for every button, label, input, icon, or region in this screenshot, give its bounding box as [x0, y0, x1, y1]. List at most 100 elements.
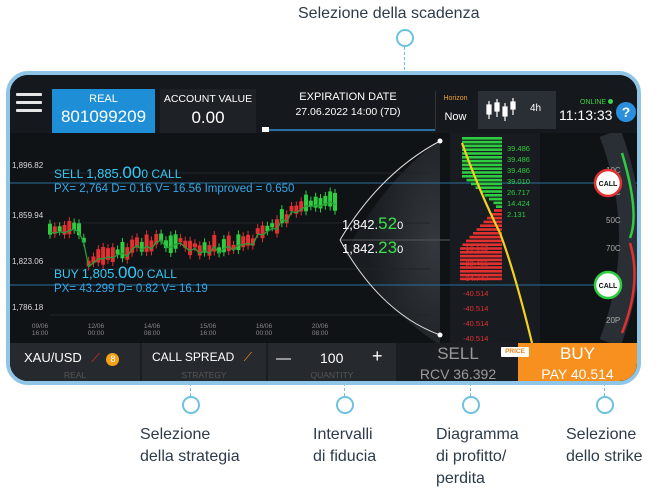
candle-body [265, 225, 270, 232]
candle-body [154, 234, 159, 245]
profit-value: 2.131 [507, 210, 526, 219]
strategy-curve-icon: ⟋ [243, 350, 253, 364]
sell-button[interactable]: SELL RCV 36.392 [398, 343, 518, 381]
expiration-slider-track[interactable] [266, 129, 436, 131]
pnl-bar [460, 251, 502, 254]
pnl-bar [462, 144, 502, 148]
strike-wheel-lower-arc [620, 242, 636, 334]
profit-value: 26.717 [507, 188, 530, 197]
y-axis-label: 1,786.18 [12, 303, 44, 312]
annotation-marker-diagram [462, 396, 480, 414]
candle-body [202, 242, 207, 253]
sell-greeks: PX= 2,764 D= 0.16 V= 16.56 Improved = 0.… [54, 183, 295, 195]
pnl-bar [487, 216, 502, 220]
profit-value: 39.486 [507, 155, 530, 164]
buy-label: BUY [560, 344, 595, 363]
account-value-box: ACCOUNT VALUE 0.00 [160, 89, 256, 133]
pnl-bar [476, 228, 502, 231]
loss-value: -22.455 [463, 259, 488, 268]
candle-body [125, 247, 130, 260]
pnl-bar [462, 152, 502, 155]
pnl-bar [462, 159, 502, 163]
menu-icon[interactable] [16, 93, 42, 113]
confidence-lower-curve [339, 239, 441, 336]
candle-body [67, 221, 72, 235]
quantity-value[interactable]: 100 [320, 350, 344, 366]
candle-body [57, 226, 62, 232]
annotation-profit-loss-diagram: Diagramma di profitto/perdita [436, 426, 519, 487]
pnl-bar [462, 156, 502, 159]
x-axis-label: 12/06 00:00 [87, 323, 105, 337]
horizon-selector[interactable]: Horizon Now [435, 91, 475, 131]
candle-body [318, 198, 323, 209]
annotation-leader-confidence [344, 378, 345, 396]
chart-type-button[interactable]: 4h [478, 91, 556, 129]
pnl-bar [460, 262, 502, 265]
timeframe-label: 4h [530, 103, 542, 114]
candle-body [217, 247, 222, 254]
pnl-bar [469, 235, 502, 239]
pnl-bar [473, 232, 502, 235]
loss-value: -10.162 [463, 244, 488, 253]
profit-value: 39.010 [507, 177, 530, 186]
lower-quote: 1,842.230 [342, 238, 404, 257]
help-icon[interactable]: ? [616, 102, 636, 122]
account-selector[interactable]: REAL 801099209 [52, 89, 155, 133]
loss-value: -40.514 [463, 319, 488, 328]
pnl-bar [460, 273, 502, 277]
quantity-stepper[interactable]: — 100 + QUANTITY [268, 343, 396, 381]
buy-button[interactable]: BUY PAY 40.514 [518, 343, 637, 381]
strike-label: 70C [606, 244, 621, 253]
candle-body [76, 223, 81, 236]
quantity-plus-button[interactable]: + [372, 346, 383, 366]
strike-label: 20P [606, 316, 620, 325]
pnl-bar [462, 167, 502, 170]
x-axis-label: 09/06 16:00 [31, 323, 49, 337]
pnl-bar [460, 266, 502, 269]
account-value: 0.00 [191, 108, 225, 127]
buy-strike-label[interactable]: BUY 1,805.000 CALL [54, 263, 177, 282]
account-number: 801099209 [60, 107, 147, 126]
x-axis-label: 15/06 16:00 [199, 323, 217, 337]
candle-body [226, 235, 231, 252]
price-chart[interactable]: 39.486 39.486 39.486 39.010 26.717 14.424 2.13… [10, 133, 637, 343]
annotation-marker-strike [596, 396, 614, 414]
candle-body [304, 194, 309, 212]
candle-body [144, 234, 149, 252]
pnl-bar [462, 243, 502, 246]
loss-value: -40.514 [463, 289, 488, 298]
candle-body [120, 241, 125, 259]
candle-body [323, 195, 328, 206]
quantity-minus-button[interactable]: — [276, 350, 291, 367]
trend-up-icon: ⟋ [91, 351, 100, 365]
candle-body [159, 233, 164, 241]
sell-strike-label[interactable]: SELL 1,885.000 CALL [54, 163, 182, 182]
horizon-value: Now [444, 111, 467, 123]
pnl-bar [490, 213, 502, 216]
annotation-marker-strategy [182, 396, 200, 414]
candle-body [275, 219, 280, 234]
strike-wheel [599, 133, 637, 343]
profit-value: 39.486 [507, 144, 530, 153]
call-badge-text: CALL [599, 181, 618, 188]
expiration-slider-handle[interactable] [262, 127, 269, 132]
candle-body [207, 245, 212, 256]
expiration-selector[interactable]: EXPIRATION DATE 27.06.2022 14:00 (7D) [268, 91, 428, 118]
quantity-tab: QUANTITY [310, 370, 354, 380]
account-value-label: ACCOUNT VALUE [163, 93, 253, 105]
profit-value: 39.486 [507, 166, 530, 175]
profit-value: 14.424 [507, 199, 530, 208]
annotation-marker-expiry [396, 29, 414, 47]
strike-label: 50C [606, 216, 621, 225]
candle-body [246, 234, 251, 246]
device-frame: REAL 801099209 ACCOUNT VALUE 0.00 EXPIRA… [6, 71, 641, 385]
pnl-bar [489, 197, 502, 201]
pnl-bar [462, 171, 502, 174]
strategy-selector[interactable]: CALL SPREAD ⟋ STRATEGY [142, 343, 266, 381]
price-toggle[interactable]: PRICE [501, 347, 529, 357]
candle-body [52, 226, 57, 234]
symbol-selector[interactable]: XAU/USD ⟋ 8 REAL [10, 343, 140, 381]
candle-body [81, 237, 86, 243]
sell-label: SELL [437, 344, 479, 363]
y-axis-label: 1,859.94 [12, 211, 44, 220]
